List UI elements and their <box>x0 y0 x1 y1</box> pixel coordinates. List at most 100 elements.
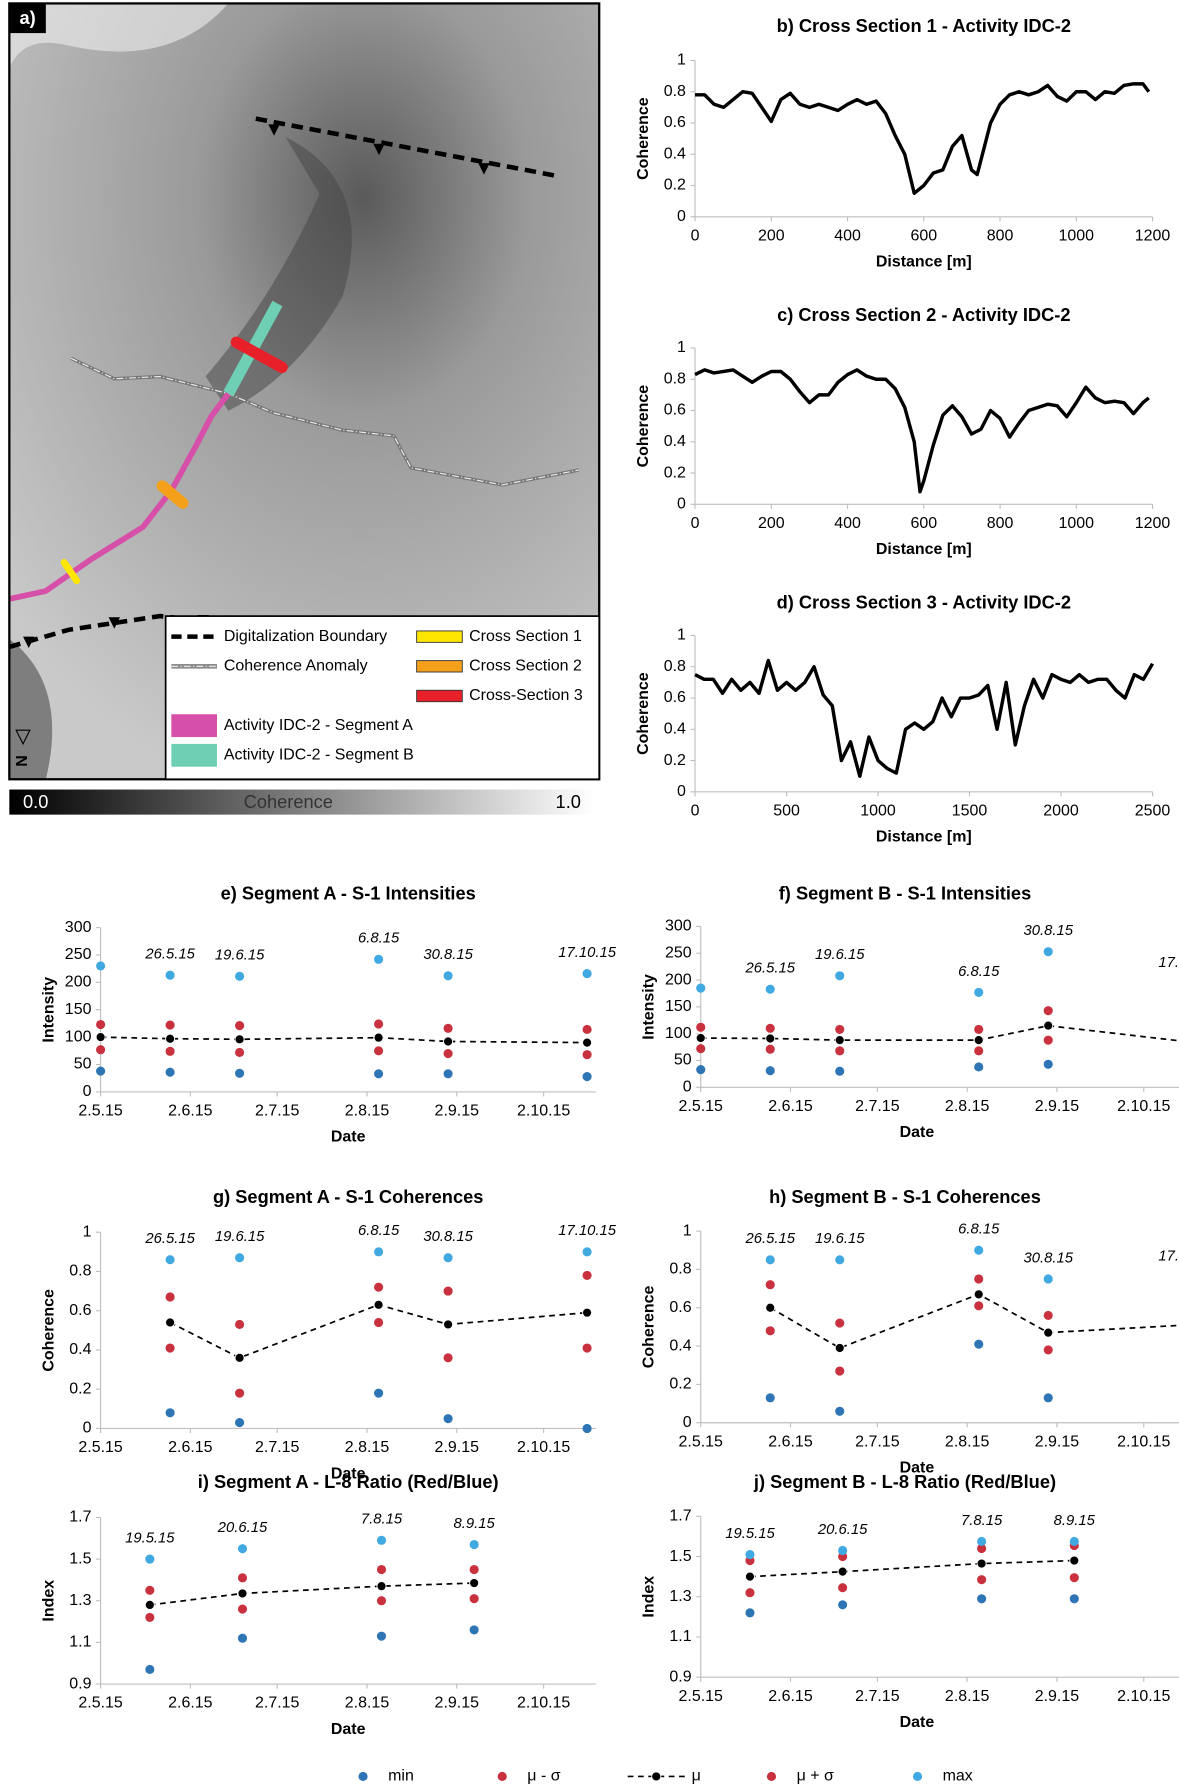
data-point <box>376 1596 387 1606</box>
data-point <box>145 1554 155 1564</box>
y-tick-label: 0.8 <box>69 1263 91 1280</box>
data-point <box>765 1255 775 1265</box>
mean-line <box>749 1559 1075 1578</box>
y-tick-label: 0.4 <box>664 721 686 738</box>
data-point <box>443 1036 454 1047</box>
x-tick-label: 2.7.15 <box>855 1433 900 1450</box>
data-point <box>235 1021 245 1031</box>
y-axis-title: Intensity <box>40 977 57 1043</box>
x-tick-label: 0 <box>691 227 700 244</box>
data-point <box>1043 1274 1053 1284</box>
x-tick-label: 2.9.15 <box>435 1439 480 1456</box>
data-point <box>765 1066 775 1076</box>
boundary-triangle <box>108 617 121 629</box>
y-tick-label: 0.2 <box>669 1376 691 1393</box>
point-label: 26.5.15 <box>744 1231 795 1247</box>
point-label: 26.5.15 <box>144 947 195 963</box>
data-point <box>696 1065 706 1075</box>
data-point <box>765 1033 776 1044</box>
x-tick-label: 200 <box>758 227 785 244</box>
boundary-triangle <box>478 163 490 175</box>
x-axis-title: Distance [m] <box>876 254 972 271</box>
data-point <box>745 1549 755 1560</box>
y-tick-label: 50 <box>674 1052 692 1069</box>
chart-title: j) Segment B - L-8 Ratio (Red/Blue) <box>753 1471 1056 1492</box>
data-point <box>837 1566 848 1577</box>
legend-label: Cross-Section 3 <box>469 687 583 704</box>
data-point <box>165 1343 175 1353</box>
legend-swatch <box>766 1771 777 1782</box>
data-point <box>974 1024 984 1034</box>
data-point <box>977 1536 987 1547</box>
data-point <box>696 983 706 993</box>
y-tick-label: 0.2 <box>664 464 686 481</box>
legend-swatch <box>171 743 217 767</box>
y-tick-label: 0 <box>677 496 686 513</box>
x-tick-label: 2500 <box>1135 802 1171 819</box>
x-tick-label: 2000 <box>1043 802 1079 819</box>
data-point <box>838 1545 848 1556</box>
x-tick-label: 2.9.15 <box>435 1695 480 1712</box>
data-point <box>582 969 592 979</box>
data-point <box>165 1255 175 1265</box>
data-point <box>374 954 384 964</box>
data-point <box>977 1594 987 1604</box>
data-point <box>1069 1536 1079 1547</box>
x-tick-label: 1500 <box>952 802 988 819</box>
mean-line <box>769 1293 1179 1349</box>
data-point <box>835 1318 845 1328</box>
data-point <box>1043 947 1053 957</box>
chart-title: c) Cross Section 2 - Activity IDC-2 <box>777 304 1070 325</box>
data-point <box>765 984 775 994</box>
data-point <box>974 1274 984 1284</box>
point-label: 30.8.15 <box>423 1229 473 1245</box>
data-point <box>237 1544 248 1554</box>
data-point <box>165 1020 175 1030</box>
y-tick-label: 0.6 <box>664 114 686 131</box>
north-label: N <box>14 755 31 767</box>
data-point <box>838 1600 848 1610</box>
x-tick-label: 500 <box>773 802 800 819</box>
data-point <box>977 1543 987 1554</box>
x-tick-label: 2.8.15 <box>945 1098 990 1115</box>
data-point <box>696 1022 706 1032</box>
y-tick-label: 0.2 <box>69 1380 91 1397</box>
y-tick-label: 0.8 <box>664 658 686 675</box>
legend-swatch <box>358 1771 368 1782</box>
data-point <box>974 987 984 997</box>
data-point <box>165 1408 175 1418</box>
data-point <box>744 1571 755 1582</box>
point-label: 19.5.15 <box>725 1526 775 1542</box>
data-point <box>1043 1345 1053 1355</box>
y-tick-label: 100 <box>65 1028 92 1045</box>
point-label: 6.8.15 <box>358 931 400 947</box>
legend-swatch <box>416 630 463 643</box>
legend-label: μ + σ <box>797 1768 834 1785</box>
x-axis-title: Date <box>331 1465 366 1482</box>
data-point <box>582 1071 592 1082</box>
terrain <box>9 638 53 780</box>
x-tick-label: 200 <box>758 515 785 532</box>
legend-label: Coherence Anomaly <box>224 658 368 675</box>
y-tick-label: 0.9 <box>669 1668 691 1685</box>
data-point <box>443 1286 453 1296</box>
x-tick-label: 2.8.15 <box>345 1439 390 1456</box>
legend-box <box>164 615 601 781</box>
data-point <box>95 1032 106 1043</box>
data-point <box>237 1604 248 1614</box>
x-tick-label: 400 <box>834 227 861 244</box>
legend-swatch <box>497 1771 507 1782</box>
y-tick-label: 250 <box>665 944 692 961</box>
y-tick-label: 150 <box>65 1001 92 1018</box>
data-point <box>373 1032 384 1043</box>
x-axis-title: Date <box>331 1129 366 1146</box>
legend-label: max <box>943 1768 973 1785</box>
data-point <box>835 1046 845 1056</box>
x-tick-label: 2.10.15 <box>1117 1688 1170 1705</box>
x-tick-label: 2.8.15 <box>945 1433 990 1450</box>
legend-swatch <box>651 1771 662 1782</box>
colorbar-tick-label: 0.0 <box>23 791 48 812</box>
boundary-triangle <box>23 636 35 649</box>
chart-title: i) Segment A - L-8 Ratio (Red/Blue) <box>198 1471 499 1492</box>
x-tick-label: 2.6.15 <box>168 1695 213 1712</box>
